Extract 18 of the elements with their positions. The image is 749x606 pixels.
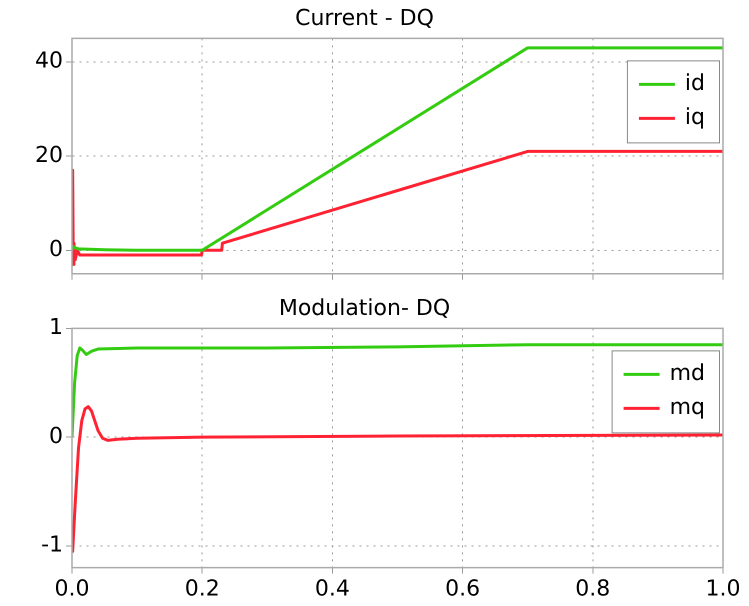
x-tick-label: 0.6: [445, 576, 480, 602]
x-tick-label: 1.0: [706, 576, 740, 602]
y-tick-label: -1: [41, 532, 63, 558]
chart-title: Current - DQ: [295, 6, 434, 31]
legend-label: id: [684, 71, 705, 96]
y-tick-label: 40: [35, 48, 63, 74]
y-tick-label: 1: [49, 315, 63, 340]
y-tick-label: 0: [49, 236, 63, 262]
legend-label: mq: [670, 395, 706, 420]
legend-label: md: [670, 361, 706, 386]
x-tick-label: 0.8: [575, 576, 610, 602]
chart-title: Modulation- DQ: [278, 296, 450, 321]
x-tick-label: 0.4: [314, 576, 350, 602]
x-tick-label: 0.2: [184, 576, 220, 602]
y-tick-label: 0: [49, 424, 63, 449]
y-tick-label: 20: [35, 142, 63, 168]
legend-label: iq: [684, 105, 705, 130]
x-tick-label: 0.0: [54, 576, 90, 602]
